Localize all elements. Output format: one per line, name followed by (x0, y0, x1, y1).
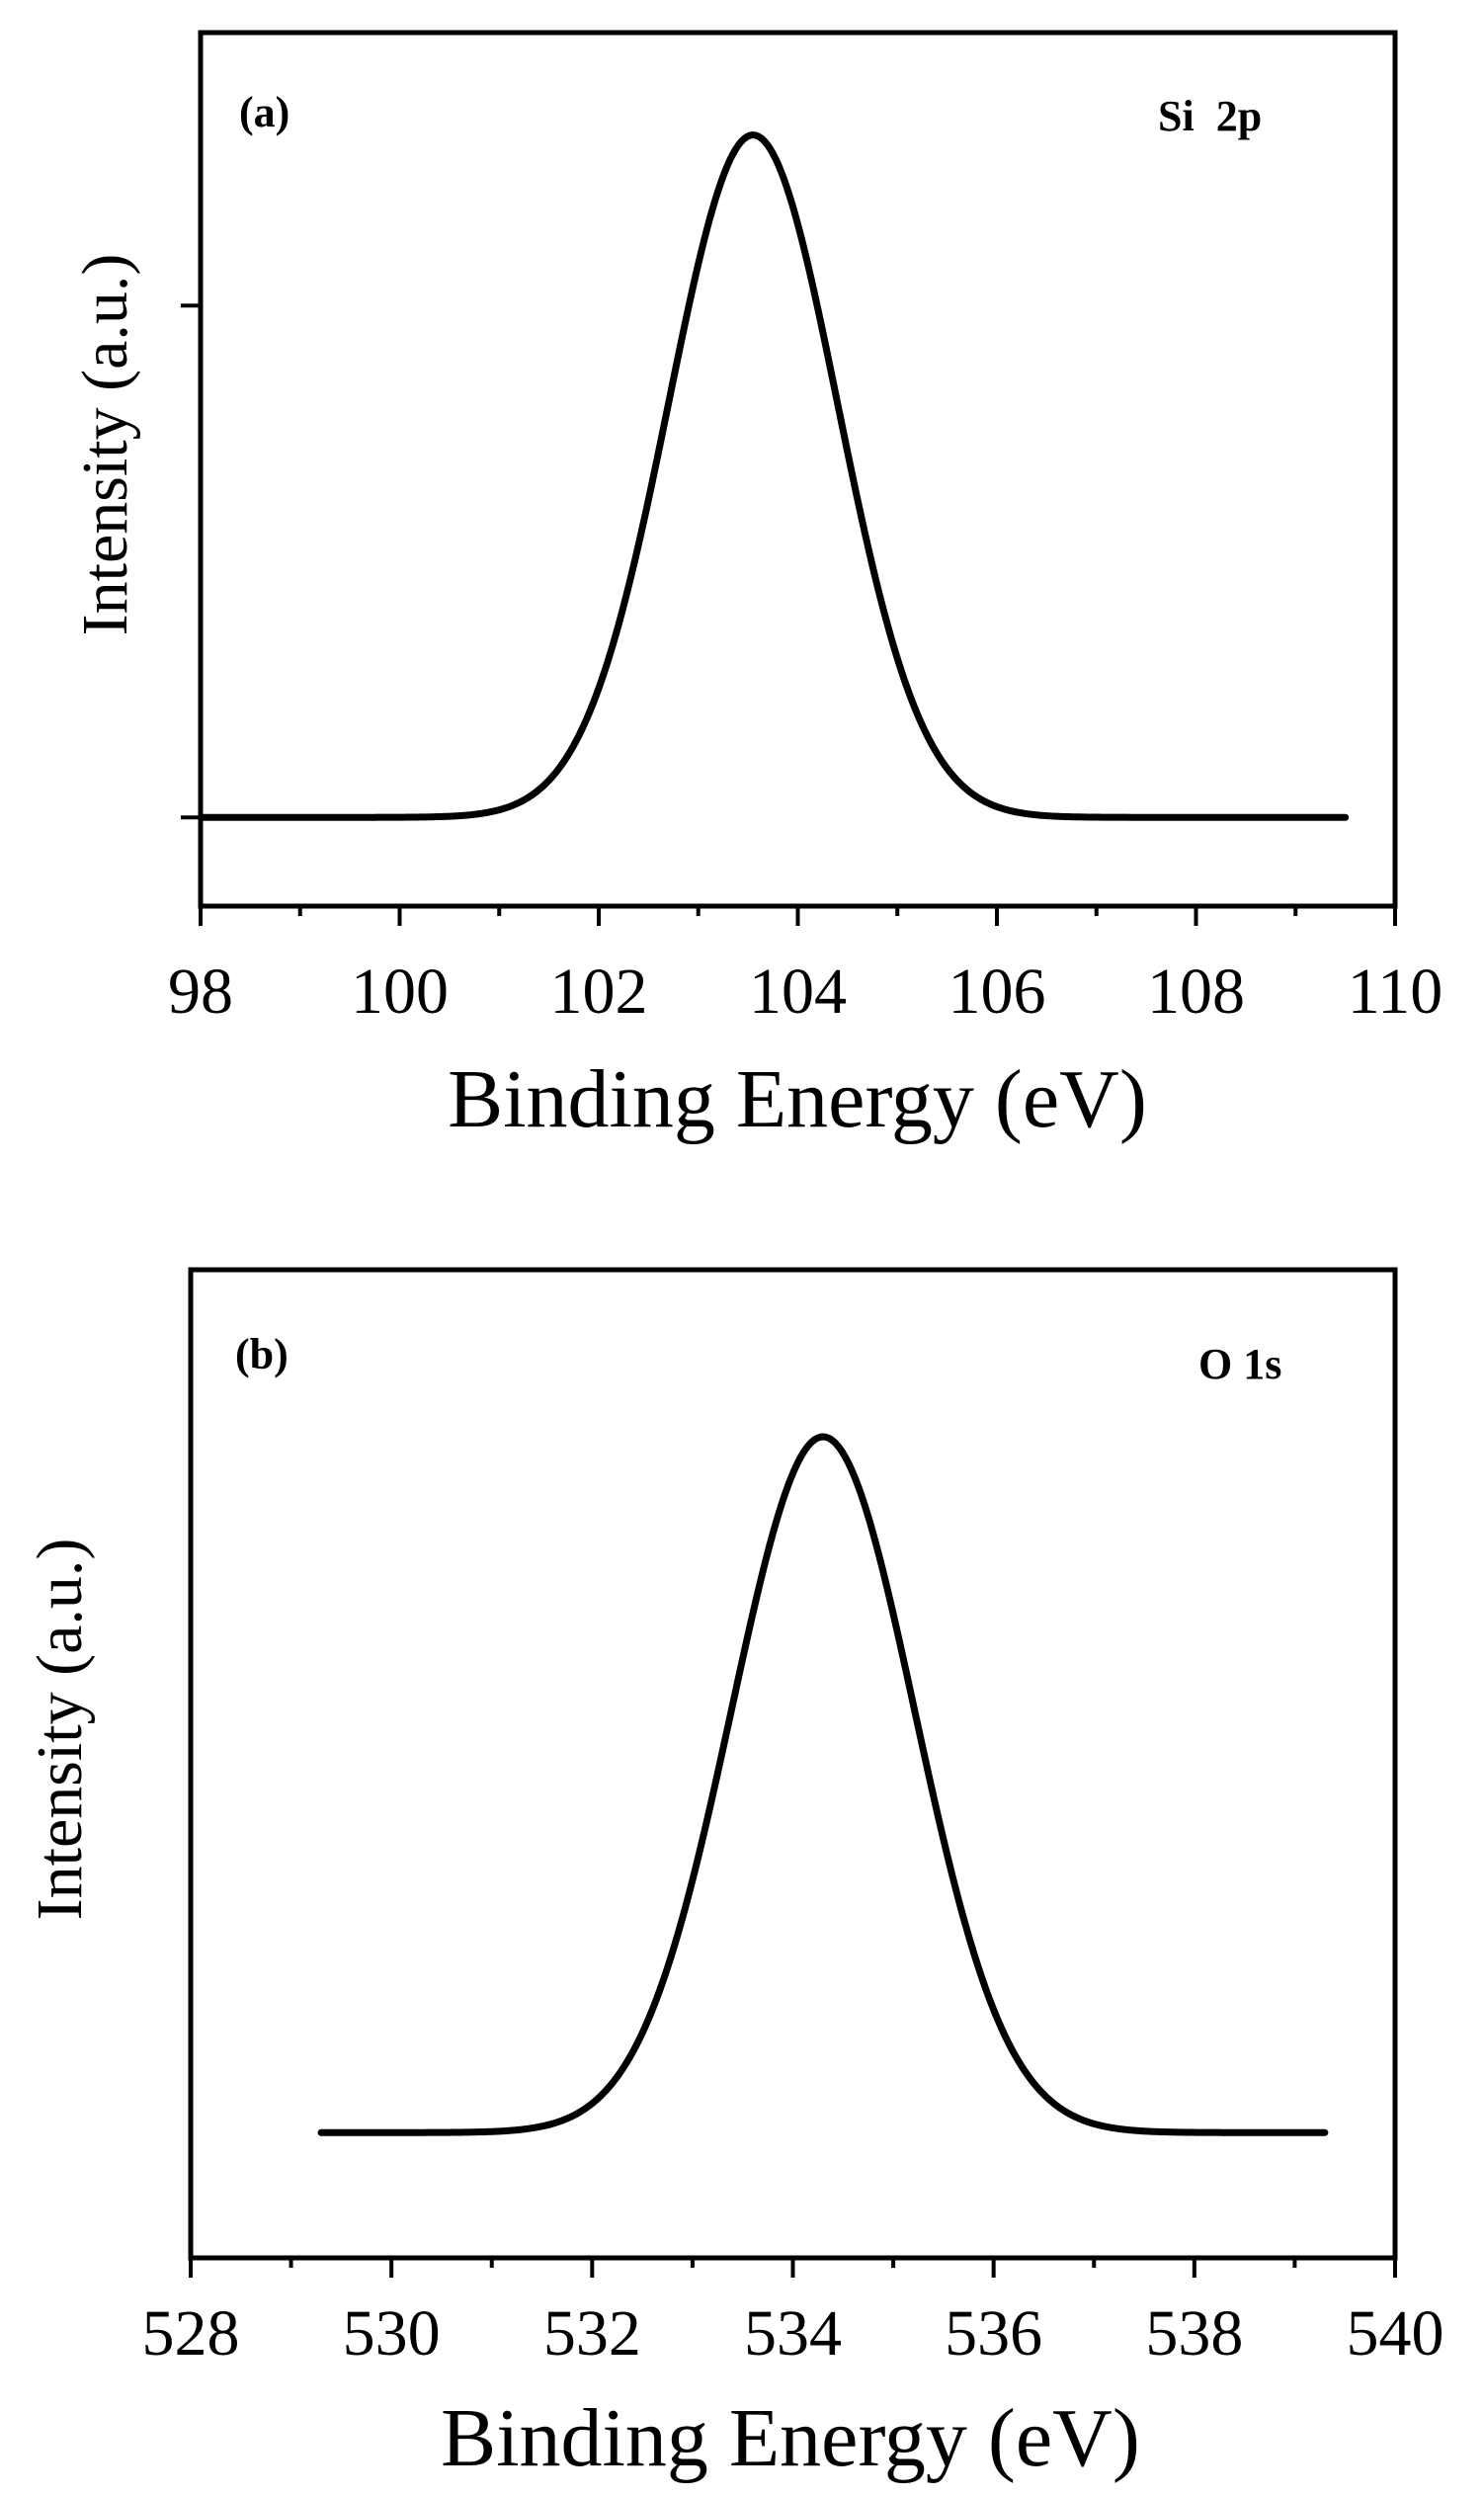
x-tick-label-b: 540 (1347, 2297, 1444, 2370)
x-tick-label-b: 528 (142, 2297, 240, 2370)
plot-frame-b (188, 1267, 1398, 2261)
panel-a: 98 100 102 104 106 108 110 (a) Si 2p Binding E… (69, 30, 1443, 1145)
x-tick-label-a: 98 (168, 956, 233, 1028)
panel-label-a: (a) (239, 88, 289, 136)
x-tick-label-b: 532 (543, 2297, 641, 2370)
x-tick-label-a: 110 (1348, 956, 1443, 1028)
y-ticks-a (181, 303, 201, 820)
series-line-b (317, 1433, 1329, 2136)
x-tick-labels-a: 98 100 102 104 106 108 110 (168, 956, 1443, 1028)
x-tick-label-a: 102 (550, 956, 648, 1028)
y-axis-title-a: Intensity (a.u.) (69, 254, 141, 636)
x-tick-label-a: 106 (948, 956, 1046, 1028)
y-axis-title-b: Intensity (a.u.) (24, 1539, 96, 1921)
x-ticks-a (199, 906, 1397, 926)
plot-frame-a (198, 30, 1398, 909)
x-axis-title-b: Binding Energy (eV) (441, 2392, 1140, 2484)
x-tick-labels-b: 528 530 532 534 536 538 540 (142, 2297, 1444, 2370)
x-tick-label-a: 108 (1147, 956, 1245, 1028)
x-tick-label-b: 538 (1145, 2297, 1243, 2370)
series-line-a (197, 131, 1350, 821)
annotation-a: Si 2p (1158, 92, 1262, 140)
x-tick-label-b: 536 (945, 2297, 1042, 2370)
annotation-b: O 1s (1198, 1340, 1281, 1388)
x-tick-label-b: 534 (744, 2297, 842, 2370)
x-tick-label-a: 100 (351, 956, 449, 1028)
panel-b: 528 530 532 534 536 538 540 (b) O 1s Binding E… (24, 1267, 1444, 2484)
x-ticks-b (189, 2258, 1397, 2278)
x-tick-label-a: 104 (749, 956, 847, 1028)
x-tick-label-b: 530 (343, 2297, 441, 2370)
panel-label-b: (b) (235, 1330, 289, 1378)
x-axis-title-a: Binding Energy (eV) (448, 1053, 1147, 1145)
